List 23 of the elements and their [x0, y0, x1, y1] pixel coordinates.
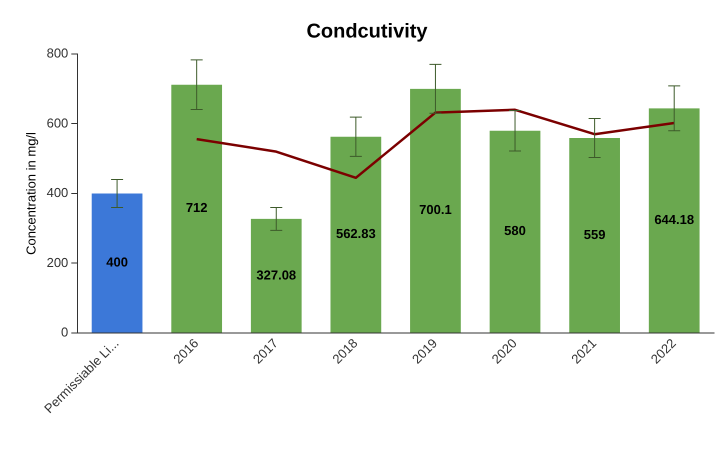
y-axis-title: Concentration in mg/l: [23, 132, 38, 255]
y-tick-label: 0: [61, 324, 68, 340]
data-label: 700.1: [419, 202, 452, 218]
y-tick-label: 600: [46, 115, 68, 130]
data-label: 712: [186, 200, 208, 216]
bar: [330, 136, 382, 332]
chart-title: Condcutivity: [306, 20, 428, 43]
bar: [92, 193, 142, 332]
data-label: 400: [106, 254, 128, 270]
data-label: 562.83: [336, 226, 376, 242]
bar: [250, 218, 302, 332]
bar: [171, 84, 222, 332]
data-label: 559: [584, 226, 606, 242]
bar: [490, 130, 540, 332]
y-tick-label: 400: [46, 185, 68, 200]
y-tick-label: 800: [46, 46, 68, 61]
data-label: 580: [504, 223, 526, 238]
data-label: 327.08: [256, 267, 296, 282]
y-tick-label: 200: [46, 254, 68, 270]
bar: [569, 138, 620, 332]
bar: [410, 88, 461, 332]
data-label: 644.18: [654, 212, 694, 227]
bar: [648, 108, 700, 332]
